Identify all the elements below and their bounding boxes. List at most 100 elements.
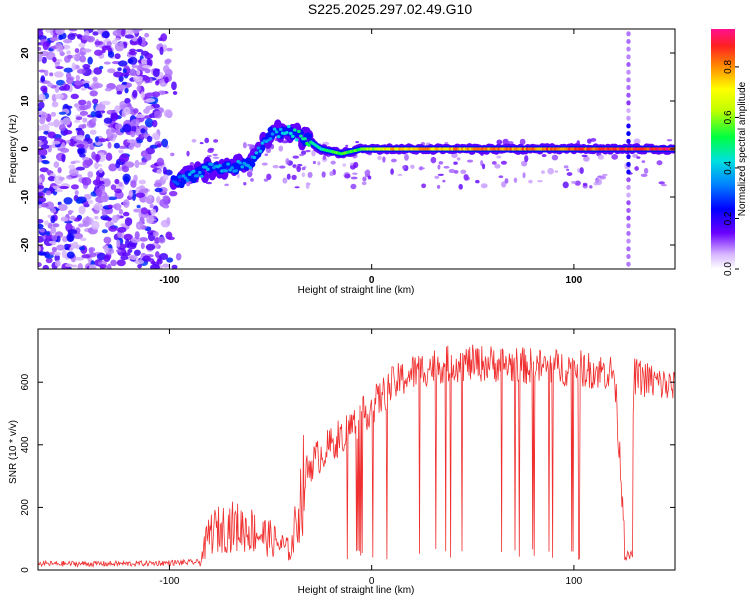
noise-blob <box>438 161 444 165</box>
track-core <box>224 169 228 173</box>
noise-blob <box>149 144 159 149</box>
noise-blob <box>599 175 607 180</box>
noise-blob <box>128 255 135 260</box>
noise-blob <box>69 168 79 177</box>
noise-blob <box>77 223 84 228</box>
noise-blob <box>481 163 486 170</box>
noise-blob <box>38 29 44 32</box>
track-core <box>200 174 204 178</box>
track-core <box>181 174 186 178</box>
noise-blob <box>49 72 54 77</box>
noise-blob <box>171 264 178 269</box>
noise-blob <box>145 147 155 155</box>
noise-blob <box>115 161 121 169</box>
noise-blob <box>81 48 92 53</box>
noise-blob <box>574 180 581 186</box>
noise-blob <box>80 237 87 242</box>
spectrogram-x-tick-label: -100 <box>159 275 179 286</box>
noise-blob <box>166 217 171 225</box>
noise-blob <box>134 231 140 240</box>
noise-blob <box>99 264 107 269</box>
noise-blob <box>205 181 213 185</box>
noise-blob <box>128 189 134 198</box>
colorbar: 0.0 0.2 0.4 0.6 0.8 Normalized spectral ampl… <box>711 29 748 276</box>
noise-blob <box>281 140 289 144</box>
spectrogram-x-label: Height of straight line (km) <box>298 285 415 296</box>
noise-blob <box>115 249 122 253</box>
noise-blob <box>453 161 458 165</box>
noise-blob <box>498 175 504 179</box>
noise-blob <box>136 204 141 209</box>
noise-blob <box>57 204 68 212</box>
noise-blob <box>43 130 49 135</box>
noise-blob <box>140 128 146 134</box>
track-core <box>175 182 180 186</box>
noise-blob <box>114 188 122 194</box>
noise-blob <box>138 189 148 194</box>
noise-blob <box>119 153 130 163</box>
noise-blob <box>148 59 153 67</box>
noise-blob <box>138 179 146 185</box>
noise-blob <box>72 241 79 249</box>
noise-blob <box>466 159 474 163</box>
noise-blob <box>162 166 167 175</box>
noise-blob <box>66 77 74 85</box>
noise-blob <box>442 179 446 183</box>
noise-blob <box>151 260 156 265</box>
noise-blob <box>175 253 182 261</box>
noise-blob <box>282 177 288 184</box>
noise-blob <box>149 203 154 209</box>
noise-blob <box>382 156 386 163</box>
noise-blob <box>114 53 121 60</box>
noise-blob <box>74 256 85 261</box>
noise-blob <box>292 164 297 168</box>
noise-blob <box>494 163 501 169</box>
track-band <box>305 132 312 140</box>
noise-blob <box>96 114 103 119</box>
track-core <box>303 137 307 141</box>
noise-blob <box>46 231 51 236</box>
noise-blob <box>38 148 48 157</box>
noise-blob <box>94 136 100 143</box>
spectrogram-y-tick-label: -20 <box>20 237 31 252</box>
colorbar-label: Normalized spectral amplitude <box>737 81 748 216</box>
noise-blob <box>213 139 219 143</box>
noise-blob <box>166 47 173 52</box>
track-core <box>187 172 192 177</box>
noise-blob <box>410 164 415 169</box>
noise-blob <box>162 204 167 209</box>
spike-blob <box>626 184 631 190</box>
noise-blob <box>566 168 570 171</box>
noise-blob <box>58 124 66 131</box>
noise-blob <box>367 175 372 180</box>
noise-blob <box>163 109 173 118</box>
noise-blob <box>443 165 450 169</box>
noise-blob <box>87 56 93 65</box>
noise-blob <box>236 173 240 179</box>
noise-blob <box>123 199 130 208</box>
track-core <box>258 149 263 153</box>
noise-blob <box>155 251 160 258</box>
noise-blob <box>101 229 108 234</box>
noise-blob <box>146 135 153 143</box>
noise-blob <box>38 101 45 109</box>
noise-blob <box>44 220 49 226</box>
noise-blob <box>45 29 52 34</box>
snr-y-ticks: 0 200 400 600 <box>20 373 675 573</box>
noise-blob <box>158 236 166 244</box>
noise-blob <box>129 41 138 46</box>
noise-blob <box>38 251 47 256</box>
noise-blob <box>296 165 301 173</box>
noise-blob <box>122 211 130 217</box>
snr-y-label: SNR (10 * v/v) <box>8 420 19 484</box>
spike-blob <box>626 69 631 75</box>
noise-blob <box>364 170 369 175</box>
noise-blob <box>45 190 52 196</box>
noise-blob <box>156 143 162 148</box>
noise-blob <box>66 54 73 59</box>
noise-blob <box>71 62 76 72</box>
noise-blob <box>81 123 87 129</box>
noise-blob <box>301 172 306 178</box>
noise-blob <box>164 76 169 84</box>
track-core <box>230 166 234 170</box>
